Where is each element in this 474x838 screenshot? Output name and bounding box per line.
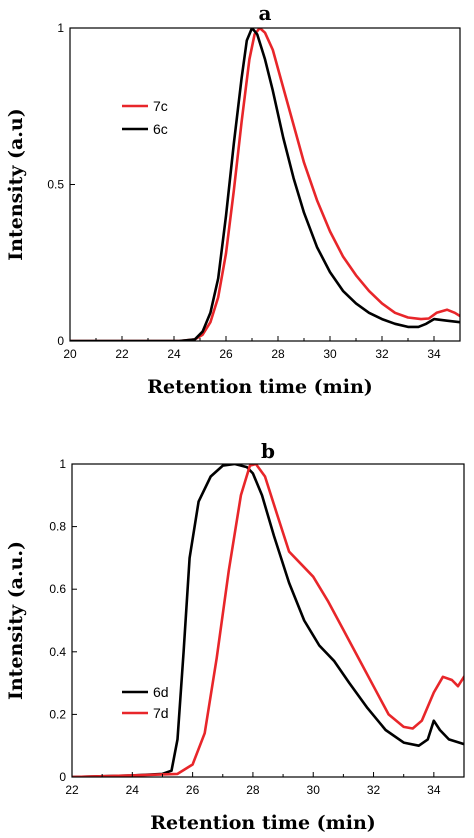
x-tick-label: 20 [63, 347, 77, 361]
x-tick-label: 34 [427, 347, 441, 361]
y-tick-label: 1 [57, 21, 64, 35]
series-line-6c [70, 28, 460, 341]
y-tick-label: 0.5 [47, 178, 64, 192]
series-group [72, 464, 464, 777]
x-tick-label: 28 [246, 783, 260, 797]
y-axis-title: Intensity (a.u) [5, 108, 27, 260]
x-tick-label: 24 [167, 347, 181, 361]
x-tick-label: 24 [126, 783, 140, 797]
x-tick-label: 32 [367, 783, 381, 797]
y-axis-title: Intensity (a.u.) [5, 541, 27, 700]
y-tick-label: 0.4 [49, 645, 66, 659]
x-axis-title: Retention time (min) [150, 812, 376, 834]
x-tick-label: 30 [323, 347, 337, 361]
y-tick-label: 1 [59, 457, 66, 471]
x-axis-title: Retention time (min) [147, 376, 373, 398]
legend-label-6c: 6c [153, 121, 168, 137]
x-tick-label: 28 [271, 347, 285, 361]
panel-title: b [261, 439, 275, 463]
panel-title: a [259, 1, 272, 25]
y-tick-label: 0 [59, 770, 66, 784]
series-group [70, 28, 460, 341]
legend-label-7c: 7c [153, 98, 168, 114]
series-line-7c [70, 28, 460, 341]
legend-label-7d: 7d [153, 705, 169, 721]
series-line-6d [72, 464, 464, 777]
x-tick-label: 32 [375, 347, 389, 361]
plot-frame [71, 463, 465, 778]
plot-frame [69, 27, 461, 342]
legend-label-6d: 6d [153, 684, 169, 700]
x-tick-label: 26 [219, 347, 233, 361]
series-line-7d [72, 464, 464, 777]
x-tick-label: 30 [307, 783, 321, 797]
x-tick-label: 34 [427, 783, 441, 797]
x-tick-label: 26 [186, 783, 200, 797]
chart-panel-a: 20 22 24 26 28 30 32 34 0 0.5 1 a Retention time (mi… [5, 1, 461, 398]
y-tick-label: 0.6 [49, 582, 66, 596]
x-tick-label: 22 [115, 347, 129, 361]
y-tick-label: 0.8 [49, 520, 66, 534]
x-tick-label: 22 [65, 783, 79, 797]
y-tick-label: 0.2 [49, 707, 66, 721]
chart-panel-b: 22 24 26 28 30 32 34 0 0.2 0.4 0.6 0.8 1 b Retention t… [5, 439, 465, 834]
y-tick-label: 0 [57, 334, 64, 348]
